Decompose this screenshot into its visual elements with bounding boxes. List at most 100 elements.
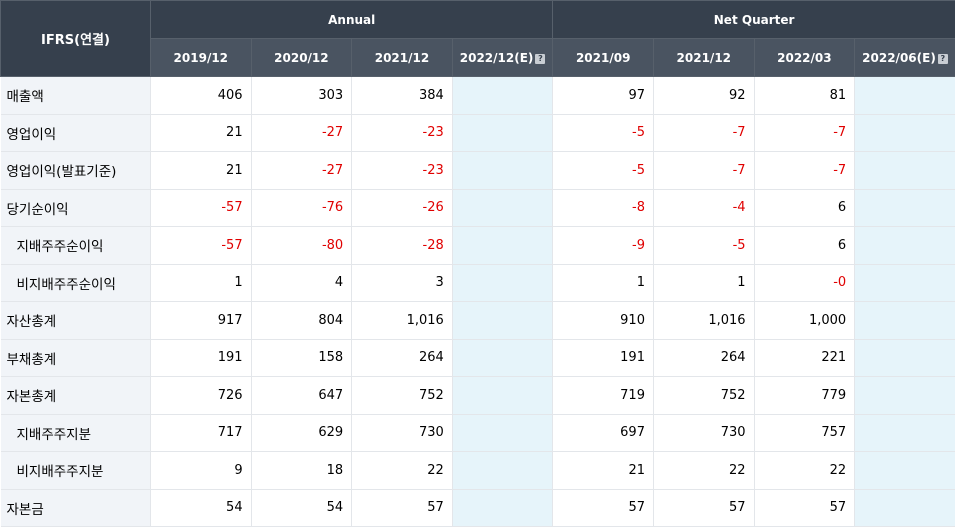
table-cell: 21	[151, 114, 252, 152]
table-cell: 697	[553, 414, 654, 452]
table-cell: 57	[553, 489, 654, 527]
table-cell: 57	[653, 489, 754, 527]
col-header-estimate[interactable]: 2022/12(E)?	[452, 39, 553, 77]
table-cell	[452, 452, 553, 490]
row-label[interactable]: 자산총계	[1, 302, 151, 340]
table-cell	[855, 152, 955, 190]
table-cell	[452, 114, 553, 152]
table-cell: 264	[653, 339, 754, 377]
table-cell: -4	[653, 189, 754, 227]
row-label[interactable]: 매출액	[1, 77, 151, 115]
table-cell	[855, 302, 955, 340]
table-cell	[452, 227, 553, 265]
col-header[interactable]: 2019/12	[151, 39, 252, 77]
row-label[interactable]: 자본총계	[1, 377, 151, 415]
table-cell: 22	[352, 452, 453, 490]
table-cell: -27	[251, 114, 352, 152]
table-cell	[855, 489, 955, 527]
table-cell: 726	[151, 377, 252, 415]
table-cell: 21	[553, 452, 654, 490]
table-cell: 21	[151, 152, 252, 190]
row-label[interactable]: 부채총계	[1, 339, 151, 377]
table-cell: 92	[653, 77, 754, 115]
table-cell: 54	[251, 489, 352, 527]
row-label[interactable]: 영업이익	[1, 114, 151, 152]
row-label[interactable]: 지배주주순이익	[1, 227, 151, 265]
table-cell: -80	[251, 227, 352, 265]
table-cell	[452, 339, 553, 377]
table-cell: 647	[251, 377, 352, 415]
table-cell: -7	[653, 152, 754, 190]
table-cell	[452, 414, 553, 452]
table-cell: 264	[352, 339, 453, 377]
help-icon[interactable]: ?	[938, 54, 948, 64]
group-header-quarter: Net Quarter	[553, 1, 955, 39]
table-header: IFRS(연결) Annual Net Quarter 2019/12 2020…	[1, 1, 955, 77]
table-cell	[855, 227, 955, 265]
table-cell: 730	[653, 414, 754, 452]
col-header[interactable]: 2020/12	[251, 39, 352, 77]
table-cell: 303	[251, 77, 352, 115]
table-cell	[855, 77, 955, 115]
help-icon[interactable]: ?	[535, 54, 545, 64]
table-cell: 1	[653, 264, 754, 302]
table-cell: 752	[653, 377, 754, 415]
table-cell: 730	[352, 414, 453, 452]
table-cell: 804	[251, 302, 352, 340]
table-cell	[855, 339, 955, 377]
row-label[interactable]: 비지배주주순이익	[1, 264, 151, 302]
table-cell: -7	[653, 114, 754, 152]
table-cell: 6	[754, 189, 855, 227]
table-cell: -28	[352, 227, 453, 265]
table-cell: 4	[251, 264, 352, 302]
table-cell: 9	[151, 452, 252, 490]
row-label[interactable]: 지배주주지분	[1, 414, 151, 452]
table-cell	[452, 189, 553, 227]
table-cell: -8	[553, 189, 654, 227]
row-label[interactable]: 영업이익(발표기준)	[1, 152, 151, 190]
table-cell: 629	[251, 414, 352, 452]
table-cell: 22	[754, 452, 855, 490]
table-cell: -27	[251, 152, 352, 190]
col-header[interactable]: 2021/12	[653, 39, 754, 77]
table-cell: 221	[754, 339, 855, 377]
table-cell: 22	[653, 452, 754, 490]
table-cell: 384	[352, 77, 453, 115]
table-cell: 3	[352, 264, 453, 302]
table-cell: -23	[352, 114, 453, 152]
table-cell: 191	[553, 339, 654, 377]
table-cell	[452, 302, 553, 340]
table-cell: 57	[754, 489, 855, 527]
table-cell: 158	[251, 339, 352, 377]
table-cell: -5	[653, 227, 754, 265]
table-cell: 757	[754, 414, 855, 452]
table-cell: 54	[151, 489, 252, 527]
table-cell: 910	[553, 302, 654, 340]
col-header-estimate[interactable]: 2022/06(E)?	[855, 39, 955, 77]
table-cell	[855, 189, 955, 227]
table-cell: -26	[352, 189, 453, 227]
col-header[interactable]: 2021/09	[553, 39, 654, 77]
table-cell	[855, 452, 955, 490]
row-label[interactable]: 당기순이익	[1, 189, 151, 227]
table-cell: -0	[754, 264, 855, 302]
table-cell: -7	[754, 114, 855, 152]
table-cell: -57	[151, 189, 252, 227]
row-label[interactable]: 비지배주주지분	[1, 452, 151, 490]
col-header[interactable]: 2022/03	[754, 39, 855, 77]
col-header[interactable]: 2021/12	[352, 39, 453, 77]
table-cell: 18	[251, 452, 352, 490]
table-cell	[452, 377, 553, 415]
row-label[interactable]: 자본금	[1, 489, 151, 527]
table-cell	[452, 77, 553, 115]
